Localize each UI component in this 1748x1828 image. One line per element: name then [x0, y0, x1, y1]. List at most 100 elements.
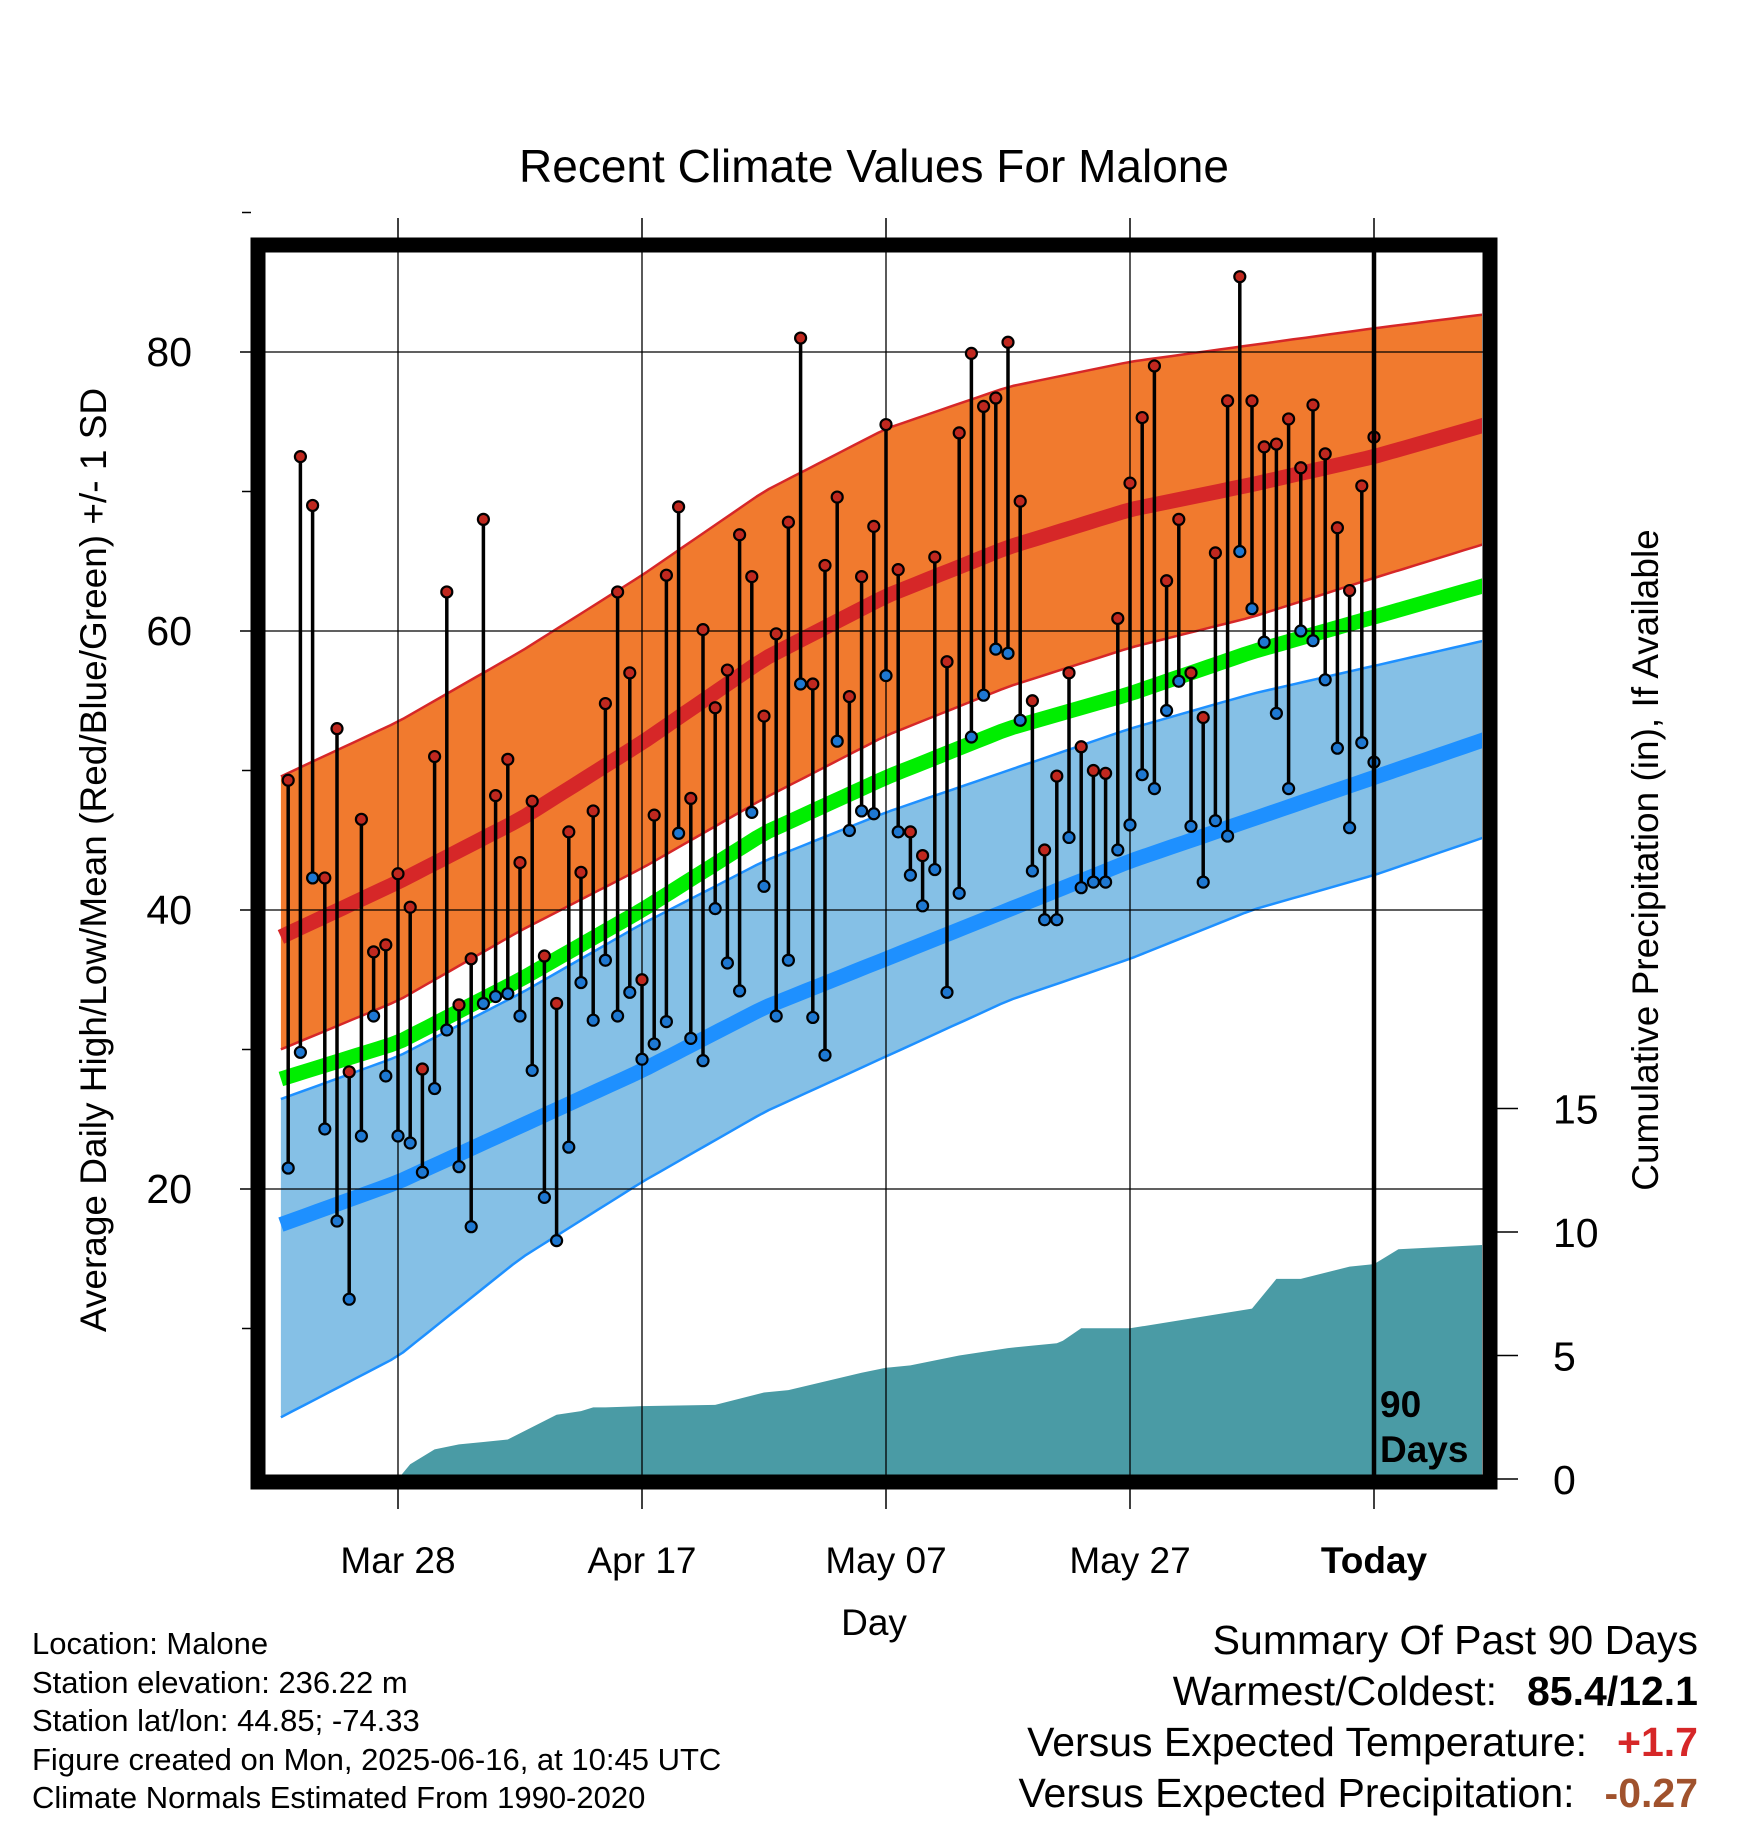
daily-high-point	[964, 346, 979, 360]
daily-high-point	[940, 655, 954, 669]
precip-area	[401, 1245, 1482, 1475]
daily-low-point	[793, 677, 808, 691]
daily-low-point	[1318, 673, 1332, 687]
daily-low-point	[1159, 703, 1174, 718]
daily-high-point	[976, 399, 991, 414]
daily-high-point	[989, 391, 1003, 405]
daily-low-point	[342, 1292, 356, 1306]
daily-low-point	[1001, 646, 1015, 660]
daily-low-point	[440, 1023, 454, 1037]
daily-low-point	[732, 984, 747, 998]
daily-high-point	[525, 794, 539, 808]
daily-low-point	[598, 953, 613, 967]
daily-high-point	[1050, 769, 1064, 783]
daily-high-point	[818, 558, 832, 573]
daily-low-point	[720, 956, 735, 970]
daily-high-point	[952, 426, 966, 440]
daily-low-point	[1208, 814, 1223, 828]
daily-high-point	[1306, 398, 1320, 412]
daily-low-point	[1233, 544, 1247, 559]
daily-low-point	[1062, 830, 1076, 845]
temp-diff-value: +1.7	[1617, 1719, 1698, 1765]
station-info: Location: Malone Station elevation: 236.…	[32, 1625, 721, 1818]
daily-high-point	[1355, 479, 1369, 493]
daily-low-point	[1355, 735, 1369, 750]
y2-tick-label: 15	[1553, 1087, 1599, 1133]
daily-high-point	[867, 519, 881, 533]
elevation-text: Station elevation: 236.22 m	[32, 1664, 408, 1700]
location-text: Location: Malone	[32, 1626, 269, 1661]
daily-low-point	[1342, 821, 1357, 835]
daily-low-point	[952, 886, 966, 900]
daily-low-point	[513, 1009, 527, 1023]
daily-low-point	[464, 1220, 478, 1234]
daily-low-point	[354, 1129, 368, 1143]
daily-high-point	[1147, 359, 1162, 373]
daily-low-point	[842, 823, 857, 838]
daily-high-point	[928, 550, 942, 564]
daily-low-point	[501, 987, 515, 1001]
daily-low-point	[367, 1009, 381, 1023]
daily-low-point	[708, 902, 722, 916]
daily-high-point	[659, 568, 674, 582]
daily-high-point	[720, 663, 735, 677]
daily-high-point	[1220, 394, 1235, 408]
daily-low-point	[452, 1160, 466, 1174]
daily-low-point	[1147, 782, 1162, 796]
daily-high-point	[537, 949, 552, 963]
daily-low-point	[1281, 782, 1296, 796]
daily-low-point	[476, 996, 490, 1011]
daily-low-point	[989, 642, 1003, 656]
daily-low-point	[1123, 818, 1137, 832]
daily-high-point	[1098, 766, 1113, 780]
daily-low-point	[1245, 602, 1259, 616]
precip-diff-value: -0.27	[1604, 1770, 1698, 1816]
daily-high-point	[1184, 666, 1198, 680]
daily-high-point	[1025, 694, 1040, 708]
daily-high-point	[415, 1062, 429, 1076]
precip-diff-label: Versus Expected Precipitation:	[1018, 1770, 1575, 1816]
x-tick-label: May 07	[825, 1540, 946, 1581]
y-tick-label: 40	[146, 887, 192, 933]
chart-title: Recent Climate Values For Malone	[519, 140, 1229, 192]
daily-low-point	[1086, 875, 1101, 889]
daily-high-point	[1257, 440, 1271, 454]
daily-low-point	[1172, 674, 1186, 688]
warmest-coldest-label: Warmest/Coldest:	[1172, 1668, 1497, 1714]
daily-high-point	[684, 791, 698, 806]
daily-high-point	[830, 490, 844, 504]
daily-low-point	[781, 953, 796, 967]
daily-low-point	[415, 1165, 429, 1179]
low-normal-line	[278, 732, 1482, 1232]
daily-high-point	[1074, 740, 1088, 754]
daily-high-point	[635, 973, 649, 987]
low-band-lower-edge	[280, 836, 1482, 1419]
daily-high-point	[476, 512, 490, 527]
daily-low-point	[635, 1052, 649, 1066]
daily-high-point	[1245, 394, 1259, 408]
daily-high-point	[647, 808, 661, 822]
daily-high-point	[1172, 512, 1186, 527]
low-normal-band	[280, 641, 1482, 1418]
daily-low-point	[1111, 843, 1125, 857]
daily-high-point	[562, 825, 576, 839]
daily-high-point	[1111, 611, 1125, 626]
daily-high-point	[1159, 574, 1174, 588]
y2-axis-label: Cumulative Precipitation (in), If Availa…	[1625, 529, 1666, 1191]
daily-low-point	[281, 1161, 295, 1175]
days-note: 90 Days	[1380, 1384, 1468, 1470]
high-normal-line	[277, 417, 1482, 944]
daily-low-point	[1184, 819, 1198, 833]
daily-high-point	[1318, 447, 1332, 461]
y-tick-label: 20	[146, 1166, 192, 1212]
daily-high-point	[806, 677, 820, 691]
daily-high-point	[598, 696, 613, 711]
daily-high-point	[1330, 521, 1345, 535]
daily-high-point	[489, 789, 503, 803]
daily-high-point	[854, 569, 869, 584]
x-tick-label: Apr 17	[587, 1540, 696, 1581]
daily-high-point	[293, 450, 307, 464]
x-tick-label: Mar 28	[340, 1540, 455, 1581]
y2-tick-label: 10	[1553, 1210, 1599, 1256]
